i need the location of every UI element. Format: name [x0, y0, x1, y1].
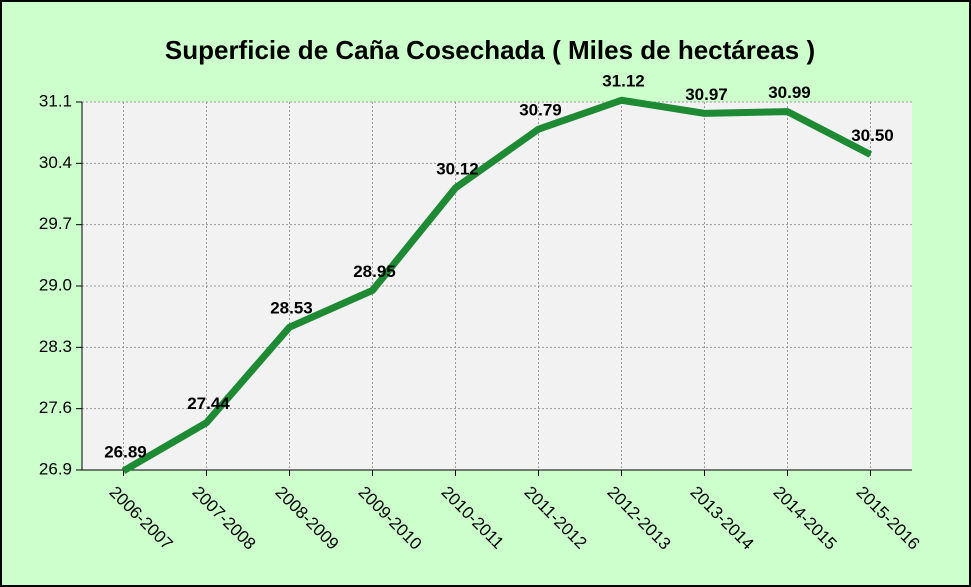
data-label: 28.95: [353, 262, 396, 281]
data-label: 31.12: [602, 72, 645, 91]
y-tick-label: 27.6: [39, 398, 72, 417]
y-tick-label: 29.7: [39, 214, 72, 233]
data-label: 30.50: [851, 126, 894, 145]
y-tick-label: 29.0: [39, 275, 72, 294]
y-tick-label: 31.1: [39, 91, 72, 110]
chart-title: Superficie de Caña Cosechada ( Miles de …: [165, 35, 815, 65]
data-label: 30.97: [685, 85, 728, 104]
y-tick-label: 28.3: [39, 337, 72, 356]
data-label: 28.53: [270, 299, 313, 318]
y-tick-label: 26.9: [39, 459, 72, 478]
data-label: 30.79: [519, 101, 562, 120]
data-label: 26.89: [104, 442, 147, 461]
data-label: 30.12: [436, 159, 479, 178]
data-label: 30.99: [768, 83, 811, 102]
y-tick-label: 30.4: [39, 153, 72, 172]
data-label: 27.44: [187, 394, 230, 413]
line: [121, 96, 873, 474]
